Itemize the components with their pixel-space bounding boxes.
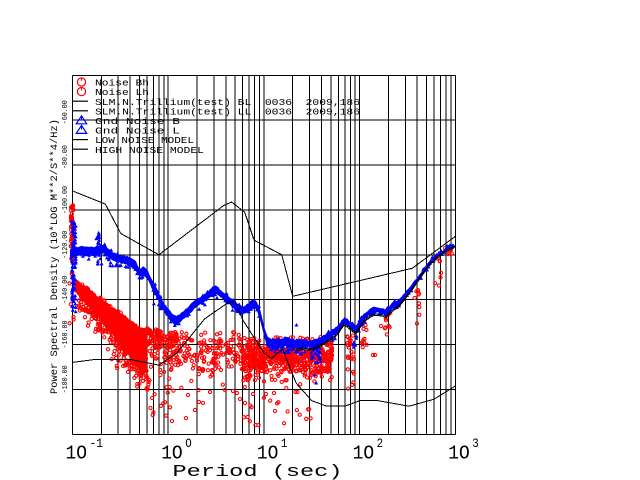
svg-text:1O: 1O (257, 443, 279, 465)
svg-text:2: 2 (377, 436, 384, 451)
svg-text:Gnd Noise B: Gnd Noise B (95, 116, 180, 127)
svg-text:O: O (185, 436, 192, 451)
svg-text:1: 1 (281, 436, 288, 451)
svg-text:Period (sec): Period (sec) (173, 463, 343, 480)
svg-text:1O: 1O (161, 443, 183, 465)
svg-text:-160.00: -160.00 (62, 321, 70, 349)
svg-text:-120.00: -120.00 (62, 231, 70, 259)
svg-text:LOW NOISE MODEL: LOW NOISE MODEL (95, 135, 194, 146)
svg-text:Gnd Noise L: Gnd Noise L (95, 126, 180, 137)
svg-text:-140.00: -140.00 (62, 276, 70, 304)
svg-text:1O: 1O (66, 443, 88, 465)
svg-text:-1: -1 (90, 436, 104, 451)
svg-text:1O: 1O (353, 443, 375, 465)
svg-text:-100.00: -100.00 (62, 186, 70, 214)
svg-text:-180.00: -180.00 (62, 365, 70, 393)
svg-text:-60.00: -60.00 (62, 100, 70, 124)
svg-text:-80.00: -80.00 (62, 145, 70, 169)
svg-text:Noise Bh: Noise Bh (95, 78, 149, 89)
svg-text:Noise Lh: Noise Lh (95, 87, 149, 98)
svg-text:Power Spectral Density (10*LOG: Power Spectral Density (10*LOG M**2/S**4… (49, 119, 61, 394)
svg-text:1O: 1O (448, 443, 470, 465)
svg-text:3: 3 (472, 436, 479, 451)
svg-text:SLM.N.Trillium(test) BL 0036: SLM.N.Trillium(test) BL 0036 2009,186 (95, 97, 360, 108)
svg-text:HIGH NOISE MODEL: HIGH NOISE MODEL (95, 145, 204, 156)
svg-text:SLM.N.Trillium(test) LL 0036: SLM.N.Trillium(test) LL 0036 2009,186 (95, 106, 360, 117)
